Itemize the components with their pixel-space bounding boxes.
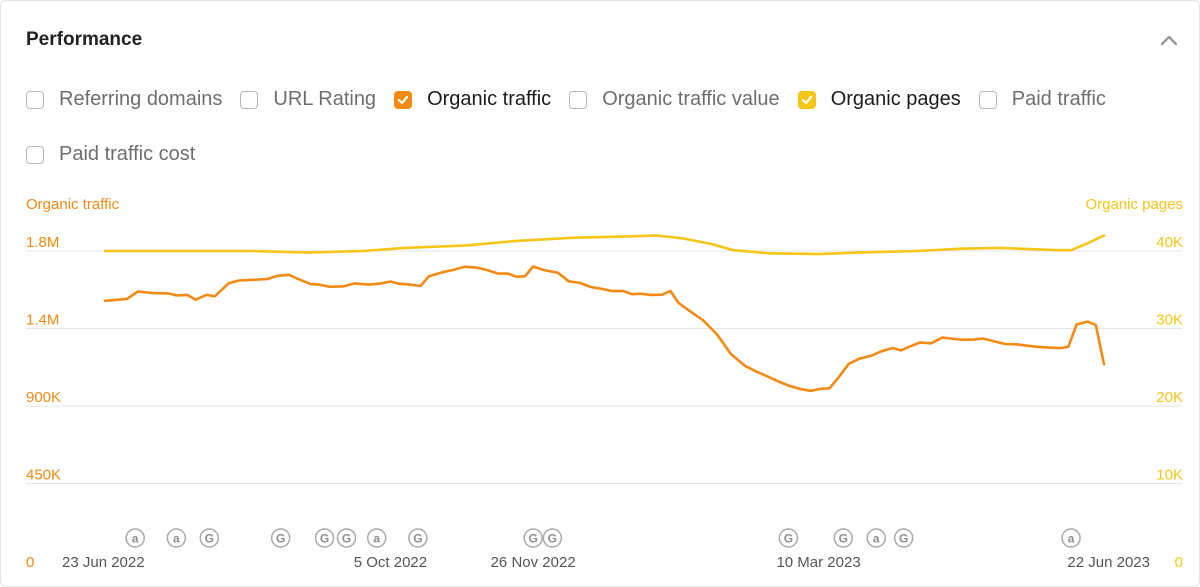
metric-toggle-url-rating[interactable]: URL Rating: [240, 88, 376, 111]
performance-chart: Organic traffic Organic pages 0 450K 900K 1.4…: [26, 196, 1183, 571]
series-line-organic-pages: [103, 234, 1106, 256]
google-update-marker[interactable]: [523, 528, 543, 548]
metric-toggle-label: Organic traffic value: [602, 88, 780, 110]
google-update-marker[interactable]: [314, 528, 335, 548]
metric-toggle-label: URL Rating: [273, 88, 377, 110]
x-tick-label: 22 Jun 2023: [1067, 554, 1150, 571]
collapse-button[interactable]: [1156, 27, 1182, 53]
y-left-axis-title: Organic traffic: [26, 196, 120, 213]
google-marker-label: G: [320, 532, 329, 546]
google-update-marker[interactable]: [833, 528, 854, 548]
ahrefs-marker-label: a: [873, 532, 880, 546]
metric-toggle-label: Referring domains: [59, 88, 223, 110]
google-update-marker[interactable]: [408, 528, 428, 548]
checkbox[interactable]: [26, 145, 44, 164]
google-marker-label: G: [205, 532, 214, 546]
ahrefs-marker-label: a: [373, 532, 380, 546]
ahrefs-marker-label: a: [132, 532, 139, 546]
google-update-marker[interactable]: [778, 528, 799, 548]
google-marker-label: G: [839, 532, 848, 546]
google-update-marker[interactable]: [542, 528, 563, 548]
checkmark-icon: [801, 95, 812, 104]
checkbox[interactable]: [240, 90, 259, 109]
checkbox[interactable]: [797, 90, 816, 109]
metric-toggle-label: Paid traffic: [1011, 88, 1106, 110]
panel-title: Performance: [26, 29, 143, 50]
metric-toggle-label: Paid traffic cost: [59, 143, 196, 165]
google-marker-label: G: [528, 532, 537, 546]
checkbox[interactable]: [978, 90, 997, 109]
checkmark-icon: [397, 95, 409, 104]
metric-toggle-organic-traffic[interactable]: Organic traffic: [394, 88, 551, 111]
y-right-tick-label: 40K: [1156, 234, 1183, 251]
y-right-axis-title: Organic pages: [1085, 196, 1183, 213]
y-left-tick-label: 1.4M: [26, 312, 59, 329]
ahrefs-update-marker[interactable]: [166, 528, 187, 548]
ahrefs-update-marker[interactable]: [366, 528, 387, 548]
google-marker-label: G: [276, 532, 285, 546]
chevron-up-icon: [1160, 35, 1178, 46]
checkbox[interactable]: [26, 90, 44, 109]
metric-toggle-paid-traffic-cost[interactable]: Paid traffic cost: [26, 143, 195, 166]
metric-toggle-referring-domains[interactable]: Referring domains: [26, 88, 222, 111]
google-update-marker[interactable]: [270, 528, 291, 548]
checkbox[interactable]: [569, 90, 588, 109]
google-marker-label: G: [548, 532, 557, 546]
metric-toggle-label: Organic pages: [830, 88, 961, 110]
ahrefs-update-marker[interactable]: [1061, 528, 1081, 548]
google-marker-label: G: [413, 532, 422, 546]
ahrefs-marker-label: a: [173, 532, 180, 546]
ahrefs-update-marker[interactable]: [125, 528, 145, 548]
y-left-tick-label: 450K: [26, 467, 61, 484]
x-tick-label: 5 Oct 2022: [354, 554, 427, 571]
y-right-tick-label: 10K: [1156, 467, 1183, 484]
metric-toggle-label: Organic traffic: [427, 88, 552, 110]
y-left-tick-label: 0: [26, 554, 34, 571]
x-tick-label: 26 Nov 2022: [491, 554, 576, 571]
metric-toggles-row-2: Paid traffic cost: [26, 143, 213, 166]
google-marker-label: G: [342, 532, 351, 546]
google-update-marker[interactable]: [199, 528, 220, 548]
metric-toggle-organic-pages[interactable]: Organic pages: [797, 88, 961, 111]
x-tick-label: 10 Mar 2023: [776, 554, 860, 571]
x-tick-label: 23 Jun 2022: [62, 554, 145, 571]
checkbox[interactable]: [394, 90, 413, 109]
ahrefs-marker-label: a: [1068, 532, 1075, 546]
y-right-tick-label: 0: [1175, 554, 1183, 571]
y-right-tick-label: 20K: [1156, 389, 1183, 406]
google-marker-label: G: [784, 532, 793, 546]
y-left-tick-label: 1.8M: [26, 234, 59, 251]
y-right-tick-label: 30K: [1156, 312, 1183, 329]
google-update-marker[interactable]: [336, 528, 357, 548]
metric-toggles-row-1: Referring domains URL Rating Organic tra…: [26, 88, 1124, 111]
series-line-organic-traffic: [103, 265, 1106, 393]
google-marker-label: G: [899, 532, 908, 546]
metric-toggle-organic-traffic-value[interactable]: Organic traffic value: [569, 88, 780, 111]
y-left-tick-label: 900K: [26, 389, 61, 406]
google-update-marker[interactable]: [893, 528, 914, 548]
metric-toggle-paid-traffic[interactable]: Paid traffic: [978, 88, 1106, 111]
ahrefs-update-marker[interactable]: [866, 528, 886, 548]
